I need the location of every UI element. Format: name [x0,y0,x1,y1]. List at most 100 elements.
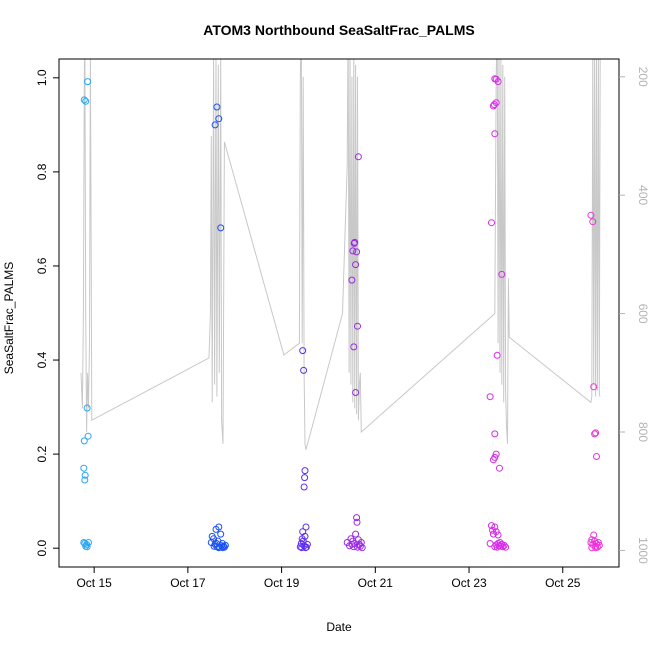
plot-frame [58,58,620,568]
data-point-flight-1-7 [81,476,89,484]
data-point-flight-4-1 [349,247,357,255]
data-point-flight-5-21 [494,531,502,539]
chart-title: ATOM3 Northbound SeaSaltFrac_PALMS [203,22,474,38]
data-point-flight-2-2 [215,115,223,123]
x-tick-label-1: Oct 17 [170,576,206,590]
data-point-flight-6-14 [594,539,602,546]
right-tick-label-0: 200 [636,67,650,87]
data-point-flight-6-5 [593,453,600,460]
right-tick-label-3: 800 [636,422,650,442]
data-point-flight-1-3 [83,404,91,412]
data-point-flight-3-11 [301,532,309,540]
data-point-flight-3-16 [302,544,309,552]
data-point-flight-1-0 [80,96,88,104]
data-point-flight-4-3 [351,238,359,246]
y-axis: 0.0 0.2 0.4 0.6 0.8 1.0 [35,69,59,557]
data-point-flight-4-0 [348,276,356,284]
data-point-flight-6-17 [592,544,600,552]
data-point-flight-3-9 [299,537,307,545]
right-tick-label-2: 600 [636,304,650,324]
data-point-flight-3-0 [299,347,307,355]
y-axis-label: SeaSaltFrac_PALMS [2,262,16,375]
data-point-flight-5-15 [496,464,503,472]
y-tick-label-4: 0.8 [35,163,49,180]
data-point-flight-5-8 [493,351,501,359]
data-point-flight-2-21 [219,544,226,552]
data-point-flight-5-19 [491,523,499,531]
data-point-flight-3-12 [302,523,310,531]
data-point-flight-2-13 [217,530,225,538]
data-point-flight-5-7 [491,130,499,138]
x-tick-label-0: Oct 15 [76,576,112,590]
data-point-flight-1-13 [85,539,92,546]
data-point-flight-5-5 [494,78,502,86]
data-point-flight-4-6 [354,153,362,161]
data-point-flight-5-33 [502,543,510,551]
x-axis: Oct 15 Oct 17 Oct 19 Oct 21 Oct 23 Oct 25 [76,567,581,590]
data-points [80,75,603,552]
data-point-flight-2-22 [213,540,220,547]
right-axis: 200 400 600 800 1000 [619,67,650,564]
y-tick-label-3: 0.6 [35,257,49,274]
x-axis-label: Date [326,620,352,634]
data-point-flight-5-13 [491,453,499,461]
data-point-flight-4-25 [358,544,366,552]
data-point-flight-5-16 [488,522,495,530]
data-point-flight-5-9 [498,270,506,278]
y-tick-label-2: 0.4 [35,351,49,368]
data-point-flight-4-8 [350,343,358,351]
data-point-flight-2-11 [215,523,223,531]
data-point-flight-6-4 [592,429,600,437]
x-tick-label-5: Oct 25 [545,576,581,590]
data-point-flight-3-15 [298,544,306,552]
right-tick-label-4: 1000 [636,537,650,564]
data-point-flight-5-32 [500,541,508,549]
pressure-line [80,59,601,450]
data-point-flight-6-16 [588,544,596,552]
data-point-flight-4-5 [353,248,361,256]
data-point-flight-2-1 [213,103,221,111]
data-point-flight-1-6 [80,464,88,472]
data-point-flight-4-18 [353,514,361,522]
data-point-flight-5-11 [491,430,499,438]
data-point-flight-6-15 [595,541,603,549]
x-tick-label-4: Oct 23 [451,576,487,590]
right-tick-label-1: 400 [636,185,650,205]
data-point-flight-6-1 [589,218,597,226]
data-point-flight-2-3 [217,224,225,232]
data-point-flight-2-0 [211,121,219,129]
x-tick-label-2: Oct 19 [264,576,300,590]
data-point-flight-3-3 [301,474,309,482]
data-point-flight-3-4 [300,483,308,491]
data-point-flight-4-9 [352,389,360,396]
data-point-flight-4-23 [356,542,364,550]
data-point-flight-4-4 [352,261,360,269]
data-point-flight-4-24 [357,539,365,546]
data-point-flight-5-14 [492,450,500,458]
data-point-flight-4-19 [353,518,361,526]
data-point-flight-3-1 [300,366,308,374]
data-point-flight-6-3 [591,430,599,438]
data-point-flight-1-2 [84,78,92,86]
data-point-flight-6-2 [590,383,598,391]
data-point-flight-5-2 [490,101,498,109]
data-point-flight-1-5 [80,437,88,445]
data-point-flight-1-4 [84,432,92,440]
y-tick-label-1: 0.2 [35,445,49,462]
data-point-flight-4-15 [350,543,358,551]
data-point-flight-4-17 [352,530,360,538]
data-point-flight-5-0 [488,219,495,227]
data-point-flight-2-20 [215,544,223,552]
data-point-flight-5-31 [499,543,507,551]
data-point-flight-1-1 [82,97,90,105]
data-point-flight-3-2 [301,467,309,475]
data-point-flight-4-7 [354,322,361,330]
x-tick-label-3: Oct 21 [358,576,394,590]
y-tick-label-5: 1.0 [35,69,49,86]
data-point-flight-1-14 [83,540,91,548]
data-point-flight-6-0 [587,211,595,219]
y-tick-label-0: 0.0 [35,540,49,557]
pressure-profile [80,59,601,450]
data-point-flight-1-8 [81,471,89,479]
